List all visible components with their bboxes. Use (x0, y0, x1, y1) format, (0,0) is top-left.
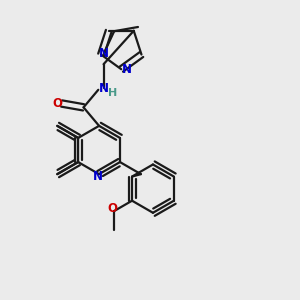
Text: H: H (108, 88, 117, 98)
Text: O: O (108, 202, 118, 215)
Text: N: N (93, 170, 103, 183)
Text: N: N (99, 46, 109, 60)
Text: N: N (99, 82, 109, 95)
Text: O: O (52, 97, 62, 110)
Text: N: N (122, 63, 132, 76)
